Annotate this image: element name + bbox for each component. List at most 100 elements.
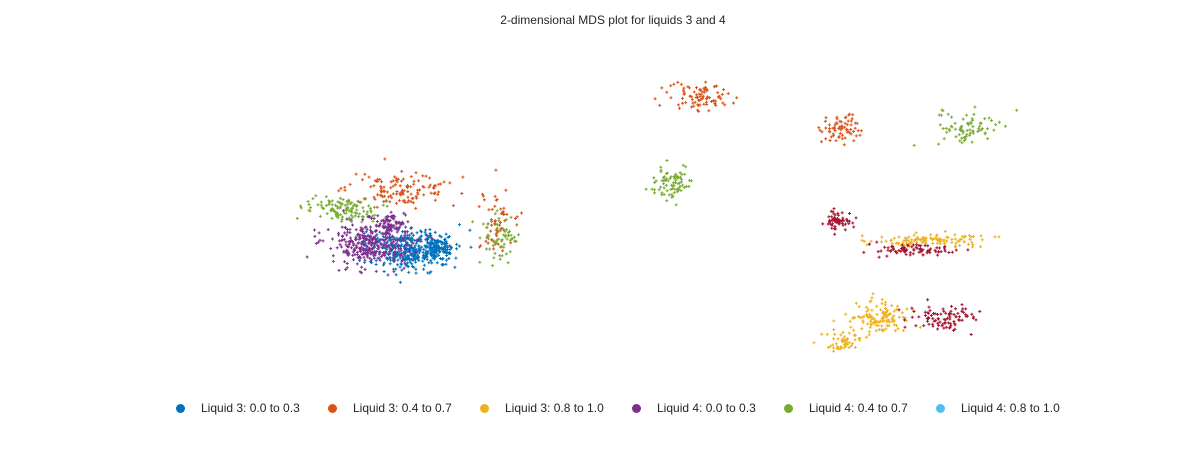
data-point: [419, 235, 423, 239]
data-point: [411, 241, 415, 245]
data-point: [849, 325, 853, 329]
data-point: [699, 88, 703, 92]
data-point: [832, 337, 836, 341]
data-point: [345, 206, 349, 210]
data-point: [934, 319, 938, 323]
data-point: [847, 331, 851, 335]
data-point: [946, 316, 949, 320]
data-point: [428, 176, 432, 180]
data-point: [914, 245, 918, 249]
chart-title: 2-dimensional MDS plot for liquids 3 and…: [500, 13, 726, 27]
data-point: [954, 135, 958, 139]
data-point: [392, 217, 396, 221]
data-point: [359, 250, 363, 253]
data-point: [882, 319, 886, 323]
data-point: [893, 329, 897, 333]
data-point: [671, 187, 675, 191]
data-point: [962, 310, 966, 314]
data-point: [678, 106, 681, 110]
data-point: [861, 319, 865, 323]
data-point: [852, 139, 856, 143]
data-point: [948, 129, 952, 133]
data-point: [397, 250, 401, 254]
legend-label: Liquid 4: 0.8 to 1.0: [961, 401, 1060, 415]
data-point: [400, 243, 404, 247]
data-point: [842, 346, 846, 350]
data-point: [950, 238, 954, 241]
data-point: [942, 309, 946, 313]
data-point: [654, 179, 658, 183]
data-point: [910, 238, 914, 242]
data-point: [875, 304, 879, 308]
data-point: [409, 192, 413, 196]
data-point: [358, 270, 362, 274]
data-point: [900, 243, 904, 247]
data-point: [889, 249, 892, 253]
data-point: [915, 238, 919, 241]
data-point: [378, 230, 382, 234]
data-point: [987, 116, 991, 120]
data-point: [960, 136, 964, 140]
data-point: [732, 101, 735, 105]
data-point: [362, 237, 366, 241]
data-point: [383, 252, 387, 256]
data-point: [903, 318, 906, 322]
data-point: [849, 119, 853, 123]
data-point: [885, 324, 889, 328]
data-point: [407, 244, 411, 248]
data-point: [501, 249, 505, 253]
data-point: [509, 215, 513, 219]
data-point: [871, 321, 875, 325]
data-point: [662, 182, 666, 186]
data-point: [337, 268, 341, 272]
data-point: [828, 139, 832, 142]
data-point: [865, 335, 868, 339]
data-point: [812, 341, 816, 345]
data-point: [664, 177, 668, 181]
data-point: [506, 231, 510, 235]
data-point: [336, 200, 340, 204]
data-point: [317, 231, 321, 235]
data-point: [353, 249, 357, 252]
data-point: [853, 316, 857, 320]
data-point: [385, 229, 389, 233]
data-point: [390, 241, 394, 245]
data-point: [398, 280, 402, 284]
data-point: [422, 267, 426, 271]
data-point: [343, 203, 347, 207]
data-point: [360, 242, 364, 246]
data-point: [702, 102, 706, 106]
data-point: [837, 218, 841, 222]
data-point: [305, 255, 309, 259]
data-point: [381, 195, 385, 199]
data-point: [659, 185, 663, 189]
data-point: [954, 248, 958, 252]
data-point: [929, 314, 933, 317]
data-point: [447, 235, 451, 238]
data-point: [683, 172, 687, 176]
data-point: [445, 258, 449, 262]
data-point: [862, 314, 866, 318]
data-point: [488, 247, 492, 251]
data-point: [697, 99, 701, 102]
data-point: [381, 218, 385, 222]
data-point: [931, 242, 935, 245]
data-point: [484, 239, 488, 243]
data-point: [883, 300, 887, 304]
data-point: [332, 209, 336, 213]
data-point: [478, 260, 482, 264]
data-point: [868, 300, 872, 304]
data-point: [849, 132, 853, 136]
data-point: [373, 253, 377, 257]
data-point: [344, 243, 348, 247]
data-point: [927, 311, 931, 315]
data-point: [490, 207, 494, 211]
data-point: [817, 126, 821, 130]
data-point: [979, 121, 983, 125]
data-point: [395, 180, 399, 184]
data-point: [896, 327, 900, 331]
data-point: [824, 126, 828, 130]
data-point: [435, 252, 439, 256]
data-point: [427, 261, 431, 265]
data-point: [915, 243, 919, 247]
